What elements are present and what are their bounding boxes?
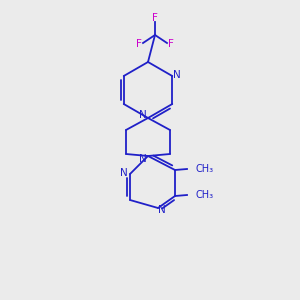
Text: N: N xyxy=(158,205,166,215)
Text: F: F xyxy=(152,13,158,23)
Text: N: N xyxy=(139,110,147,120)
Text: N: N xyxy=(139,154,147,164)
Text: N: N xyxy=(120,168,128,178)
Text: N: N xyxy=(173,70,181,80)
Text: F: F xyxy=(168,39,174,49)
Text: F: F xyxy=(136,39,142,49)
Text: CH₃: CH₃ xyxy=(196,164,214,174)
Text: CH₃: CH₃ xyxy=(196,190,214,200)
